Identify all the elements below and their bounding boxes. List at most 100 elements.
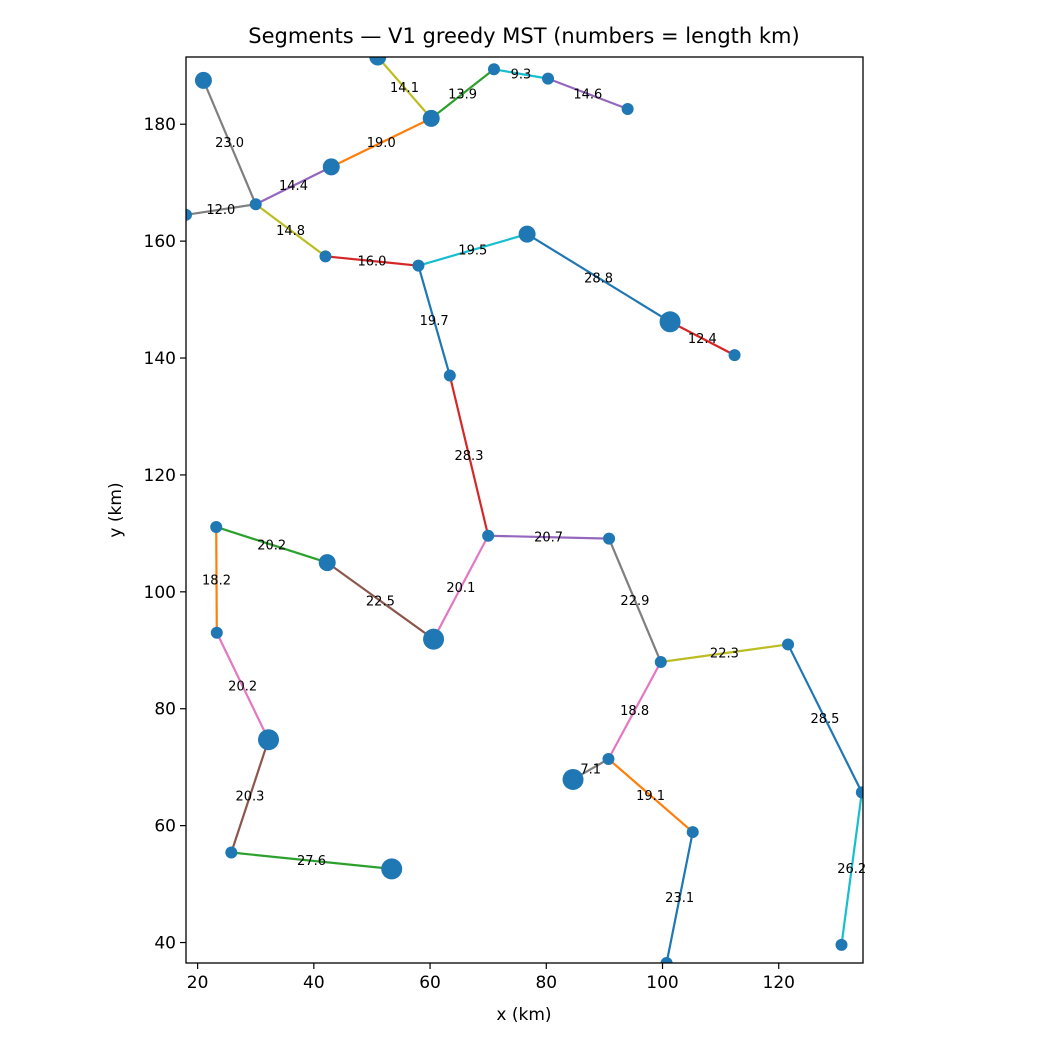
node-point — [621, 103, 634, 116]
segment-length-label: 19.1 — [636, 789, 665, 804]
segment-line — [660, 643, 789, 664]
segment-line — [547, 77, 629, 111]
y-axis-label: y (km) — [106, 482, 126, 537]
y-tick-label: 80 — [154, 700, 176, 720]
node-point — [782, 638, 795, 651]
node-point — [487, 63, 500, 76]
y-tick-label: 120 — [144, 466, 176, 486]
segment-length-label: 20.7 — [534, 531, 563, 546]
segment-line — [493, 68, 549, 80]
x-tick-label: 40 — [303, 973, 325, 993]
node-point — [603, 532, 616, 545]
segment-line — [432, 535, 490, 640]
segment-length-label: 27.6 — [297, 854, 326, 869]
segment-length-label: 28.3 — [455, 449, 484, 464]
node-point — [518, 225, 536, 243]
node-point — [369, 57, 387, 66]
x-tick-label: 60 — [419, 973, 441, 993]
segment-length-label: 18.8 — [620, 704, 649, 719]
segment-line — [231, 851, 392, 870]
segment-line — [526, 233, 671, 323]
segment-line — [202, 79, 257, 205]
segment-line — [787, 643, 863, 793]
segment-line — [417, 265, 451, 376]
segment-length-label: 14.8 — [276, 224, 305, 239]
y-axis: 40 60 80 100 120 140 160 180 — [144, 115, 186, 954]
node-point — [210, 626, 223, 639]
node-point — [443, 369, 456, 382]
x-axis: 20 40 60 80 100 120 — [187, 963, 795, 993]
segment-length-label: 9.3 — [511, 67, 532, 82]
node-point — [322, 158, 340, 176]
segment-length-label: 14.6 — [573, 87, 602, 102]
segment-length-label: 12.4 — [688, 332, 717, 347]
node-point — [659, 311, 681, 333]
segment-length-label: 20.2 — [228, 680, 257, 695]
node-point — [482, 529, 495, 542]
segment-line — [186, 203, 256, 216]
node-point — [422, 109, 440, 127]
node-point — [381, 858, 403, 880]
segment-line — [608, 538, 662, 663]
segment-length-label: 13.9 — [448, 87, 477, 102]
plot-frame — [185, 56, 864, 964]
node-point — [654, 655, 667, 668]
segments-layer — [186, 57, 863, 963]
segment-length-label: 23.0 — [215, 136, 244, 151]
x-tick-label: 20 — [187, 973, 209, 993]
y-tick-label: 100 — [144, 583, 176, 603]
segment-line — [840, 792, 863, 946]
segment-line — [430, 68, 495, 120]
chart-title: Segments — V1 greedy MST (numbers = leng… — [248, 24, 799, 48]
node-point — [258, 729, 280, 751]
segment-length-label: 12.0 — [206, 203, 235, 218]
x-axis-label: x (km) — [496, 1005, 551, 1025]
node-point — [412, 259, 425, 272]
segment-line — [255, 165, 332, 206]
node-point — [686, 826, 699, 839]
node-point — [542, 72, 555, 85]
segment-length-label: 20.2 — [257, 538, 286, 553]
segment-line — [325, 255, 419, 267]
segment-length-label: 20.1 — [446, 581, 475, 596]
y-tick-label: 140 — [144, 349, 176, 369]
segment-length-label: 14.4 — [279, 179, 308, 194]
segment-line — [215, 526, 218, 633]
node-point — [249, 198, 262, 211]
segment-line — [230, 739, 270, 853]
segment-length-label: 7.1 — [580, 763, 601, 778]
segment-length-label: 28.8 — [584, 271, 613, 286]
x-tick-label: 100 — [646, 973, 678, 993]
node-point — [602, 753, 615, 766]
segment-length-label: 19.5 — [458, 243, 487, 258]
segment-line — [330, 117, 432, 168]
node-point — [319, 250, 332, 263]
segment-length-label: 23.1 — [665, 891, 694, 906]
segment-length-label: 19.0 — [367, 136, 396, 151]
segment-line — [665, 831, 694, 963]
segment-length-label: 28.5 — [810, 712, 839, 727]
segment-length-label: 22.5 — [366, 594, 395, 609]
node-point — [562, 768, 584, 790]
y-tick-label: 180 — [144, 115, 176, 135]
nodes-layer — [186, 57, 863, 963]
y-tick-label: 40 — [154, 934, 176, 954]
segment-line — [607, 758, 694, 833]
node-point — [423, 628, 445, 650]
segment-length-label: 18.2 — [202, 573, 231, 588]
segment-line — [669, 320, 736, 357]
y-tick-label: 60 — [154, 817, 176, 837]
node-point — [318, 554, 336, 572]
y-tick-label: 160 — [144, 232, 176, 252]
segment-length-label: 22.3 — [710, 647, 739, 662]
node-point — [855, 786, 863, 799]
segment-line — [376, 57, 433, 120]
segment-labels-layer: 23.0 12.0 14.8 14.4 19.0 14.1 13.9 9.3 14.6 16.0 1… — [202, 67, 866, 906]
segment-length-label: 22.9 — [620, 594, 649, 609]
segment-line — [215, 525, 328, 564]
segment-line — [326, 561, 435, 641]
segment-length-label: 14.1 — [390, 81, 419, 96]
node-point — [186, 208, 192, 221]
node-point — [210, 520, 223, 533]
